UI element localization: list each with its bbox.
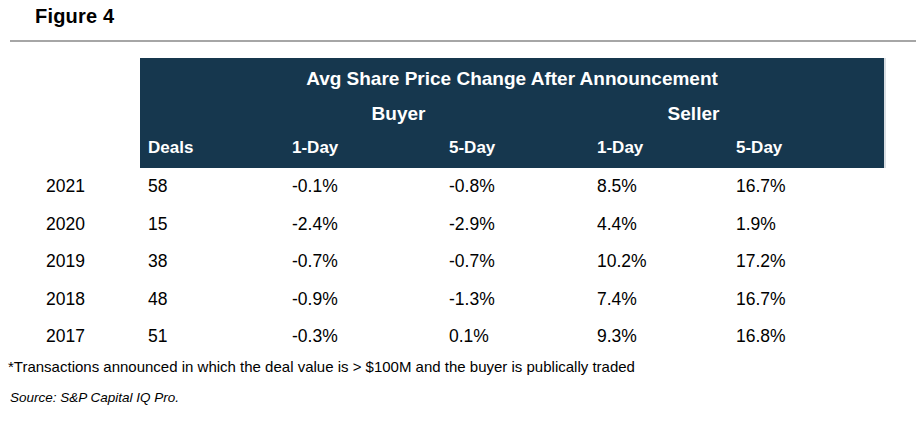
deals-cell: 15 <box>148 214 292 235</box>
seller-5day-cell: 17.2% <box>736 251 920 272</box>
deals-cell: 58 <box>148 176 292 197</box>
figure-4-page: Figure 4 Avg Share Price Change After An… <box>0 0 920 431</box>
group-header-seller: Seller <box>597 96 790 132</box>
title-divider <box>10 40 916 42</box>
seller-5day-cell: 16.8% <box>736 326 920 347</box>
column-header-buyer-5day: 5-Day <box>449 132 495 168</box>
buyer-1day-cell: -0.3% <box>292 326 449 347</box>
buyer-1day-cell: -0.9% <box>292 289 449 310</box>
deals-cell: 38 <box>148 251 292 272</box>
buyer-5day-cell: 0.1% <box>449 326 597 347</box>
seller-1day-cell: 8.5% <box>597 176 736 197</box>
table-title: Avg Share Price Change After Announcemen… <box>140 58 884 96</box>
column-header-buyer-1day: 1-Day <box>292 132 338 168</box>
group-header-buyer: Buyer <box>292 96 505 132</box>
column-header-seller-5day: 5-Day <box>736 132 782 168</box>
buyer-1day-cell: -2.4% <box>292 214 449 235</box>
seller-1day-cell: 10.2% <box>597 251 736 272</box>
table-header-block: Avg Share Price Change After Announcemen… <box>140 58 886 168</box>
table-row: 2017 51 -0.3% 0.1% 9.3% 16.8% <box>0 318 920 356</box>
seller-1day-cell: 7.4% <box>597 289 736 310</box>
year-cell: 2019 <box>0 251 148 272</box>
seller-1day-cell: 4.4% <box>597 214 736 235</box>
buyer-5day-cell: -2.9% <box>449 214 597 235</box>
table-row: 2019 38 -0.7% -0.7% 10.2% 17.2% <box>0 243 920 281</box>
year-cell: 2020 <box>0 214 148 235</box>
table-row: 2018 48 -0.9% -1.3% 7.4% 16.7% <box>0 281 920 319</box>
buyer-1day-cell: -0.7% <box>292 251 449 272</box>
figure-label: Figure 4 <box>35 5 114 28</box>
buyer-5day-cell: -0.8% <box>449 176 597 197</box>
year-cell: 2018 <box>0 289 148 310</box>
seller-1day-cell: 9.3% <box>597 326 736 347</box>
buyer-1day-cell: -0.1% <box>292 176 449 197</box>
deals-cell: 51 <box>148 326 292 347</box>
seller-5day-cell: 1.9% <box>736 214 920 235</box>
buyer-5day-cell: -0.7% <box>449 251 597 272</box>
year-cell: 2021 <box>0 176 148 197</box>
table-row: 2020 15 -2.4% -2.9% 4.4% 1.9% <box>0 206 920 244</box>
seller-5day-cell: 16.7% <box>736 289 920 310</box>
footnote-text: *Transactions announced in which the dea… <box>8 358 635 375</box>
column-header-seller-1day: 1-Day <box>597 132 643 168</box>
table-body: 2021 58 -0.1% -0.8% 8.5% 16.7% 2020 15 -… <box>0 168 920 356</box>
column-header-deals: Deals <box>148 132 193 168</box>
source-text: Source: S&P Capital IQ Pro. <box>10 390 179 405</box>
table-row: 2021 58 -0.1% -0.8% 8.5% 16.7% <box>0 168 920 206</box>
buyer-5day-cell: -1.3% <box>449 289 597 310</box>
deals-cell: 48 <box>148 289 292 310</box>
seller-5day-cell: 16.7% <box>736 176 920 197</box>
year-cell: 2017 <box>0 326 148 347</box>
